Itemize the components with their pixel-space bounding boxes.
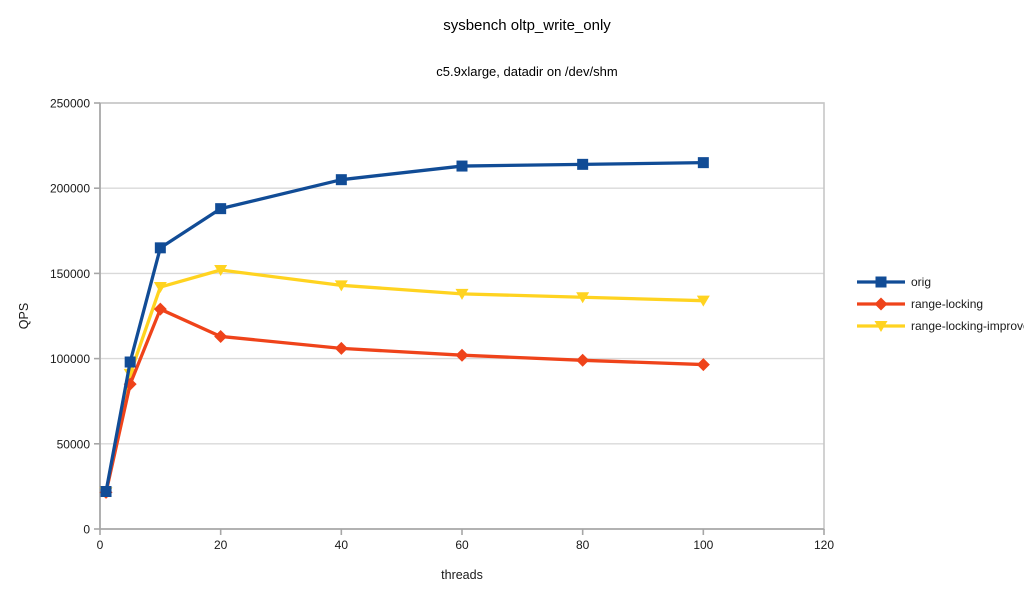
- svg-text:250000: 250000: [50, 97, 90, 111]
- chart-subtitle: c5.9xlarge, datadir on /dev/shm: [436, 64, 618, 79]
- legend-item-orig: orig: [855, 273, 1024, 290]
- legend-item-range-locking: range-locking: [855, 295, 1024, 312]
- x-axis-title: threads: [441, 568, 483, 582]
- svg-text:0: 0: [97, 538, 104, 552]
- svg-text:100: 100: [693, 538, 713, 552]
- legend-marker-icon: [857, 297, 905, 310]
- legend-label: range-locking: [911, 296, 984, 311]
- svg-text:0: 0: [83, 523, 90, 537]
- svg-text:80: 80: [576, 538, 590, 552]
- svg-text:100000: 100000: [50, 352, 90, 366]
- svg-text:50000: 50000: [57, 437, 91, 451]
- svg-text:40: 40: [335, 538, 349, 552]
- legend-item-range-locking-improved: range-locking-improved: [855, 317, 1024, 334]
- legend-label: range-locking-improved: [911, 318, 1024, 333]
- svg-text:150000: 150000: [50, 267, 90, 281]
- svg-text:20: 20: [214, 538, 228, 552]
- legend-marker-icon: [857, 276, 905, 287]
- chart-title: sysbench oltp_write_only: [443, 17, 611, 34]
- svg-text:120: 120: [814, 538, 834, 552]
- chart-legend: orig range-locking range-locking-improved: [855, 273, 1024, 334]
- legend-label: orig: [911, 274, 932, 289]
- legend-marker-icon: [857, 320, 905, 332]
- svg-text:60: 60: [455, 538, 469, 552]
- svg-text:200000: 200000: [50, 182, 90, 196]
